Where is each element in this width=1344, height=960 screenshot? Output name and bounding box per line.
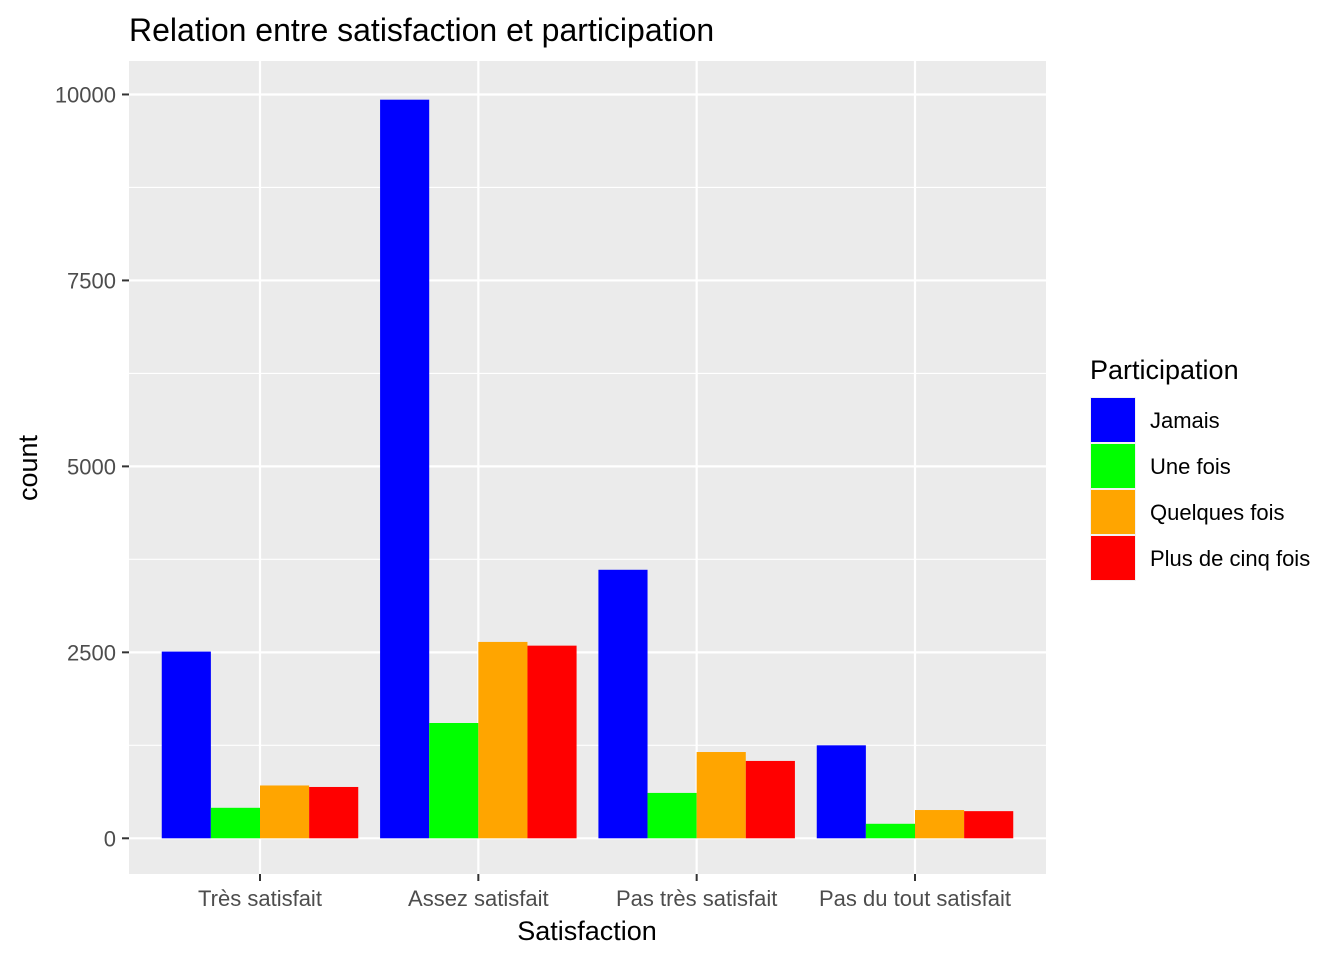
x-tick-label: Assez satisfait: [408, 886, 549, 911]
legend-key-swatch: [1091, 398, 1135, 442]
y-tick-label: 10000: [55, 82, 116, 107]
bars: [161, 99, 1014, 839]
bar: [380, 99, 430, 839]
bar: [478, 641, 528, 839]
bar: [915, 810, 965, 839]
bar: [745, 760, 795, 839]
legend-key-swatch: [1091, 536, 1135, 580]
y-axis-title: count: [13, 434, 43, 501]
plot-panel: [129, 61, 1046, 874]
bar: [696, 752, 746, 839]
bar: [527, 645, 577, 839]
legend-label: Une fois: [1150, 454, 1231, 479]
bar: [647, 792, 697, 839]
legend-key-swatch: [1091, 490, 1135, 534]
chart-title: Relation entre satisfaction et participa…: [129, 12, 714, 48]
y-axis: 0 2500 5000 7500 10000: [55, 82, 129, 851]
bar: [816, 745, 866, 839]
bar: [964, 811, 1014, 839]
y-tick-label: 5000: [67, 454, 116, 479]
y-tick-label: 2500: [67, 640, 116, 665]
bar: [309, 786, 359, 839]
legend-title: Participation: [1090, 355, 1239, 385]
legend-key-swatch: [1091, 444, 1135, 488]
x-tick-label: Très satisfait: [198, 886, 322, 911]
bar: [260, 785, 310, 839]
y-tick-label: 7500: [67, 268, 116, 293]
legend-label: Jamais: [1150, 408, 1220, 433]
bar: [865, 823, 915, 839]
x-tick-label: Pas très satisfait: [616, 886, 777, 911]
y-tick-label: 0: [104, 826, 116, 851]
legend-label: Plus de cinq fois: [1150, 546, 1310, 571]
major-gridlines: [129, 61, 1046, 874]
legend: Participation Jamais Une fois Quelques foi…: [1090, 355, 1310, 581]
bar: [598, 569, 648, 839]
bar: [210, 807, 260, 839]
x-axis: Très satisfait Assez satisfait Pas très sa…: [198, 874, 1011, 911]
legend-label: Quelques fois: [1150, 500, 1285, 525]
bar: [161, 651, 211, 839]
bar: [429, 723, 479, 839]
x-tick-label: Pas du tout satisfait: [819, 886, 1011, 911]
minor-gridlines: [129, 186, 1046, 746]
x-axis-title: Satisfaction: [517, 916, 657, 946]
